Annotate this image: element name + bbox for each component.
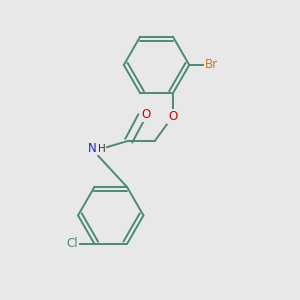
Text: H: H	[98, 144, 106, 154]
Text: O: O	[168, 110, 178, 123]
Text: N: N	[87, 142, 96, 155]
Text: Br: Br	[205, 58, 218, 71]
Text: Cl: Cl	[67, 237, 78, 250]
Text: O: O	[142, 108, 151, 121]
